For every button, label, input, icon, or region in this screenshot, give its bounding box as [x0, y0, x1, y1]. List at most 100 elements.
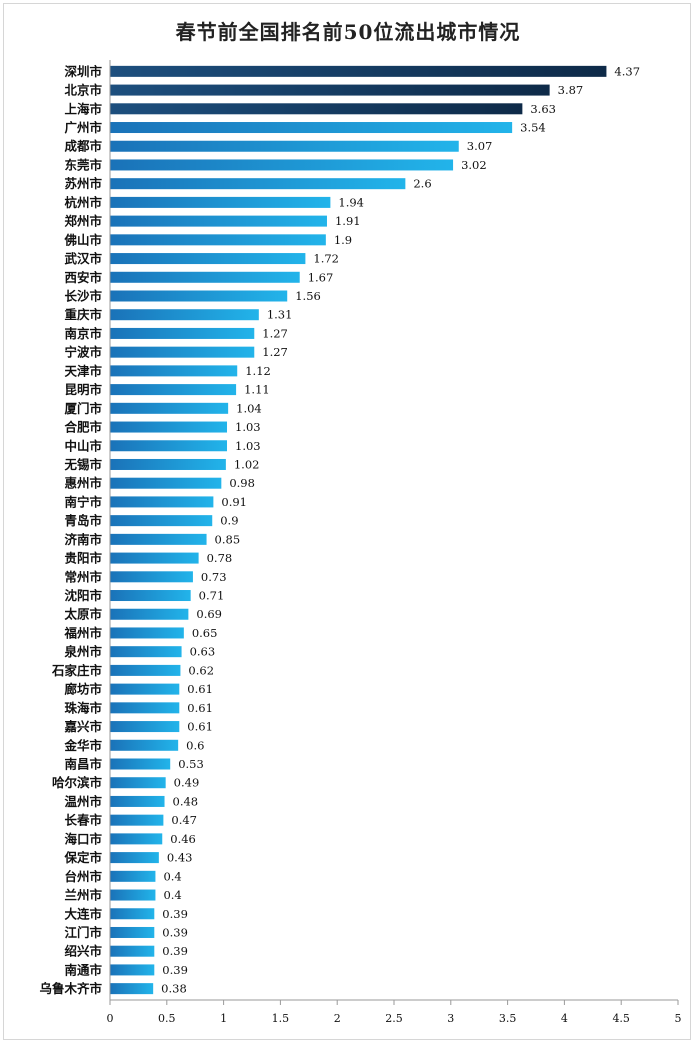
- category-label: 南昌市: [64, 757, 102, 772]
- value-label: 3.87: [558, 83, 584, 97]
- bar: [110, 608, 189, 620]
- value-label: 0.69: [196, 607, 222, 621]
- value-label: 0.9: [220, 514, 238, 528]
- value-label: 1.12: [245, 364, 271, 378]
- value-label: 0.63: [190, 645, 216, 659]
- x-tick-label: 2: [334, 1012, 341, 1025]
- value-label: 1.27: [262, 326, 288, 340]
- category-label: 昆明市: [64, 382, 102, 397]
- bar: [110, 795, 165, 807]
- bar: [110, 496, 214, 508]
- category-label: 石家庄市: [51, 663, 103, 678]
- category-label: 保定市: [63, 850, 102, 865]
- bar: [110, 721, 180, 733]
- bar: [110, 159, 454, 171]
- category-label: 郑州市: [64, 214, 102, 229]
- x-tick-label: 4: [561, 1012, 568, 1025]
- bar: [110, 458, 226, 470]
- category-label: 乌鲁木齐市: [39, 981, 102, 996]
- value-label: 1.31: [267, 308, 293, 322]
- bar: [110, 65, 607, 77]
- value-label: 0.39: [162, 963, 188, 977]
- category-label: 西安市: [64, 270, 102, 285]
- category-label: 常州市: [64, 569, 102, 584]
- bar: [110, 777, 166, 789]
- category-label: 天津市: [64, 363, 102, 378]
- value-label: 0.98: [229, 476, 255, 490]
- bar: [110, 271, 300, 283]
- category-label: 无锡市: [63, 457, 102, 472]
- bar: [110, 833, 163, 845]
- category-label: 金华市: [63, 738, 102, 753]
- bar: [110, 908, 155, 920]
- value-label: 0.62: [188, 663, 214, 677]
- category-label: 厦门市: [64, 401, 102, 416]
- category-label: 大连市: [64, 906, 102, 921]
- bar: [110, 384, 237, 396]
- bar: [110, 533, 207, 545]
- value-label: 1.91: [335, 214, 361, 228]
- value-label: 0.61: [187, 682, 213, 696]
- value-label: 1.94: [338, 195, 364, 209]
- value-label: 0.53: [178, 757, 204, 771]
- category-label: 江门市: [64, 925, 102, 940]
- category-label: 南通市: [64, 962, 102, 977]
- category-label: 济南市: [64, 532, 102, 547]
- category-label: 温州市: [64, 794, 102, 809]
- value-label: 0.48: [173, 794, 199, 808]
- value-label: 0.39: [162, 944, 188, 958]
- bar: [110, 290, 288, 302]
- category-label: 长春市: [64, 813, 102, 828]
- value-label: 3.02: [461, 158, 487, 172]
- category-label: 贵阳市: [64, 551, 102, 566]
- bar: [110, 683, 180, 695]
- bar: [110, 814, 164, 826]
- category-label: 泉州市: [63, 644, 102, 659]
- category-label: 武汉市: [64, 251, 102, 266]
- bar: [110, 365, 238, 377]
- x-tick-label: 0.5: [158, 1012, 176, 1025]
- bar: [110, 122, 513, 134]
- value-label: 0.39: [162, 925, 188, 939]
- category-label: 北京市: [64, 83, 102, 98]
- category-label: 长沙市: [64, 289, 102, 304]
- value-label: 0.65: [192, 626, 218, 640]
- bar: [110, 627, 184, 639]
- category-label: 海口市: [64, 831, 102, 846]
- value-label: 0.46: [170, 832, 196, 846]
- category-label: 太原市: [64, 607, 102, 622]
- category-label: 广州市: [64, 120, 102, 135]
- value-label: 1.03: [235, 439, 261, 453]
- category-label: 兰州市: [64, 888, 102, 903]
- bar: [110, 889, 156, 901]
- category-label: 沈阳市: [64, 588, 102, 603]
- bar: [110, 215, 327, 227]
- value-label: 4.37: [614, 64, 640, 78]
- category-label: 惠州市: [64, 476, 102, 491]
- category-label: 哈尔滨市: [52, 775, 103, 790]
- x-tick-label: 3.5: [499, 1012, 517, 1025]
- bar: [110, 346, 255, 358]
- category-label: 青岛市: [64, 513, 102, 528]
- category-label: 珠海市: [64, 700, 102, 715]
- bar: [110, 196, 331, 208]
- value-label: 0.39: [162, 907, 188, 921]
- bar: [110, 253, 306, 265]
- category-label: 东莞市: [64, 157, 102, 172]
- bar: [110, 590, 191, 602]
- category-label: 南京市: [64, 326, 102, 341]
- x-tick-label: 0: [107, 1012, 114, 1025]
- category-label: 佛山市: [63, 232, 102, 247]
- value-label: 0.91: [221, 495, 247, 509]
- value-label: 1.11: [244, 383, 270, 397]
- bar: [110, 440, 228, 452]
- value-label: 0.85: [215, 532, 241, 546]
- bar: [110, 964, 155, 976]
- category-label: 台州市: [64, 869, 102, 884]
- bar: [110, 646, 182, 658]
- value-label: 1.02: [234, 457, 260, 471]
- value-label: 0.49: [174, 776, 200, 790]
- bar: [110, 103, 523, 115]
- bar: [110, 983, 154, 995]
- value-label: 0.78: [207, 551, 233, 565]
